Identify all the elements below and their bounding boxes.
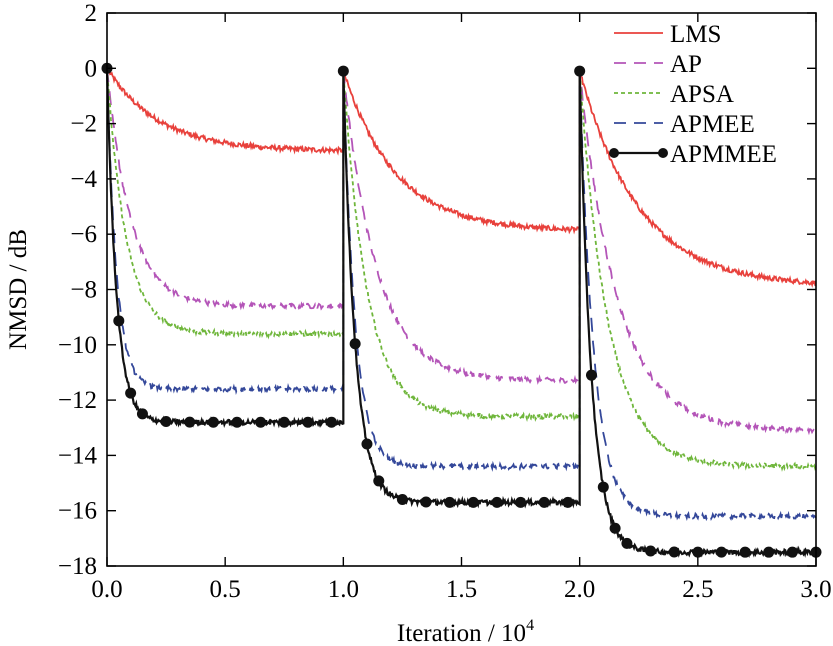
apmmee-marker <box>444 496 456 508</box>
y-tick-label: −18 <box>58 553 97 580</box>
apmmee-marker <box>786 546 798 558</box>
apmmee-marker <box>349 338 361 350</box>
y-tick-label: −4 <box>70 166 97 193</box>
apmmee-marker <box>231 416 243 428</box>
apmmee-marker <box>597 481 609 493</box>
series-line-apsa <box>106 68 817 472</box>
apmmee-marker <box>420 496 432 508</box>
series-line-lms <box>106 67 817 289</box>
apmmee-marker <box>113 315 125 327</box>
apmmee-marker <box>396 493 408 505</box>
legend-marker <box>609 148 619 158</box>
x-axis-title-base: Iteration / 10 <box>397 620 526 646</box>
legend-marker <box>658 148 668 158</box>
ticks-layer: 0.0 0.5 1.0 1.5 2.0 2.5 3.0 2 0 −2 −4 −6 −8 −10 −12 −14… <box>58 0 832 603</box>
y-tick-label: −14 <box>58 442 98 469</box>
apmmee-marker <box>207 416 219 428</box>
apmmee-marker <box>609 522 621 534</box>
apmmee-marker <box>621 537 633 549</box>
x-tick-label: 2.0 <box>564 576 595 603</box>
y-tick-label: −16 <box>58 498 97 525</box>
apmmee-marker <box>184 416 196 428</box>
apmmee-marker <box>585 369 597 381</box>
x-tick-label: 1.0 <box>328 576 359 603</box>
apmmee-marker <box>763 546 775 558</box>
y-tick-label: 0 <box>85 55 98 82</box>
y-tick-label: −12 <box>58 387 97 414</box>
apmmee-marker <box>326 416 338 428</box>
apmmee-marker <box>136 408 148 420</box>
y-tick-label: −2 <box>70 111 97 138</box>
markers-layer <box>101 62 822 558</box>
apmmee-marker <box>125 387 137 399</box>
legend-label-apmee: APMEE <box>670 111 755 138</box>
apmmee-marker <box>160 416 172 428</box>
y-tick-label: −8 <box>70 277 97 304</box>
series-line-apmee <box>106 68 817 522</box>
apmmee-marker <box>715 546 727 558</box>
legend-label-apmmee: APMMEE <box>670 141 777 168</box>
apmmee-marker <box>302 416 314 428</box>
apmmee-marker <box>373 475 385 487</box>
x-tick-label: 0.5 <box>210 576 241 603</box>
y-tick-label: −6 <box>70 221 97 248</box>
apmmee-marker <box>562 496 574 508</box>
legend-label-apsa: APSA <box>670 81 734 108</box>
series-line-ap <box>106 68 817 436</box>
apmmee-marker <box>337 65 349 77</box>
apmmee-marker <box>668 546 680 558</box>
apmmee-marker <box>574 65 586 77</box>
x-tick-label: 1.5 <box>446 576 477 603</box>
legend-label-ap: AP <box>670 51 702 78</box>
y-tick-label: −10 <box>58 332 97 359</box>
apmmee-marker <box>278 416 290 428</box>
x-tick-label: 2.5 <box>682 576 713 603</box>
apmmee-marker <box>467 496 479 508</box>
legend-label-lms: LMS <box>670 21 721 48</box>
apmmee-marker <box>645 545 657 557</box>
apmmee-marker <box>692 546 704 558</box>
legend: LMS AP APSA APMEE APMMEE <box>609 21 777 168</box>
y-tick-label: 2 <box>85 0 98 27</box>
x-axis-title: Iteration / 104 <box>397 617 534 646</box>
apmmee-marker <box>361 438 373 450</box>
apmmee-marker <box>538 496 550 508</box>
apmmee-marker <box>515 496 527 508</box>
apmmee-marker <box>491 496 503 508</box>
apmmee-marker <box>255 416 267 428</box>
y-axis-title: NMSD / dB <box>5 229 32 350</box>
x-tick-label: 0.0 <box>91 576 122 603</box>
x-tick-label: 3.0 <box>800 576 831 603</box>
apmmee-marker <box>739 546 751 558</box>
x-axis-title-superscript: 4 <box>526 617 534 634</box>
